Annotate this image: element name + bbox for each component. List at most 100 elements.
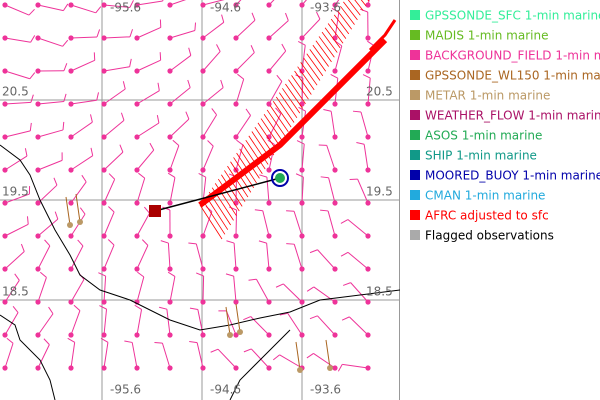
station-dot bbox=[134, 2, 140, 8]
wind-barb bbox=[293, 244, 303, 270]
wind-barb bbox=[136, 59, 161, 72]
afrc-barb bbox=[269, 105, 289, 133]
buoy-dot bbox=[275, 173, 285, 183]
wind-barb-flag bbox=[167, 271, 176, 277]
wind-barb bbox=[202, 21, 225, 39]
station-dot bbox=[101, 167, 107, 173]
wind-barb-flag bbox=[259, 174, 268, 178]
wind-barb-flag bbox=[63, 93, 67, 102]
wind-barb-flag bbox=[342, 282, 351, 286]
wind-barb bbox=[70, 245, 84, 270]
wind-barb bbox=[350, 282, 369, 303]
wind-barb bbox=[166, 309, 171, 336]
station-dot bbox=[266, 332, 272, 338]
legend-label: METAR 1-min marine bbox=[425, 89, 550, 103]
wind-barb-flag bbox=[53, 177, 58, 186]
wind-barb bbox=[4, 4, 30, 16]
legend-swatch bbox=[410, 190, 420, 200]
station-dot bbox=[299, 233, 305, 239]
afrc-barb bbox=[294, 70, 312, 95]
wind-barb bbox=[266, 243, 270, 270]
wind-barb bbox=[4, 251, 25, 270]
wind-barb-flag bbox=[243, 348, 252, 353]
station-dot bbox=[35, 35, 41, 41]
station-dot bbox=[299, 167, 305, 173]
wind-barb-flag bbox=[157, 82, 160, 91]
wind-barb-flag bbox=[211, 108, 217, 116]
station-dot bbox=[200, 2, 206, 8]
wind-barb-flag bbox=[316, 11, 321, 20]
lat-label: 18.5 bbox=[366, 285, 393, 299]
legend-label: AFRC adjusted to sfc bbox=[425, 209, 549, 223]
station-dot bbox=[365, 68, 371, 74]
wind-barb bbox=[256, 278, 270, 303]
wind-barb bbox=[169, 118, 190, 138]
afrc-barb bbox=[321, 31, 338, 53]
drop-marker bbox=[149, 205, 161, 217]
wind-barb-flag bbox=[275, 283, 284, 288]
legend-swatch bbox=[410, 10, 420, 20]
wind-barb-flag bbox=[12, 305, 19, 313]
station-dot bbox=[365, 332, 371, 338]
station-dot bbox=[35, 134, 41, 140]
wind-barb bbox=[136, 276, 145, 303]
station-dot bbox=[2, 299, 8, 305]
station-dot bbox=[35, 266, 41, 272]
lon-label: -94.6 bbox=[210, 1, 241, 15]
station-dot bbox=[233, 68, 239, 74]
afrc-barb bbox=[297, 66, 315, 91]
metar-dot bbox=[67, 222, 73, 228]
wind-barb-flag bbox=[100, 337, 109, 343]
station-dot bbox=[233, 332, 239, 338]
station-dot bbox=[134, 332, 140, 338]
wind-barb bbox=[313, 286, 336, 303]
wind-barb-flag bbox=[62, 39, 69, 47]
wind-barb bbox=[37, 218, 59, 237]
wind-barb-flag bbox=[138, 172, 145, 179]
station-dot bbox=[332, 68, 338, 74]
wind-barb-flag bbox=[309, 315, 318, 320]
station-dot bbox=[233, 2, 239, 8]
station-dot bbox=[332, 266, 338, 272]
wind-barb-flag bbox=[276, 74, 283, 82]
metar-barb bbox=[235, 303, 241, 333]
legend-swatch bbox=[410, 210, 420, 220]
wind-barb bbox=[268, 0, 275, 6]
station-dot bbox=[365, 233, 371, 239]
wind-barb bbox=[169, 0, 187, 6]
station-dot bbox=[266, 101, 272, 107]
wind-barb-flag bbox=[297, 40, 306, 46]
wind-barb bbox=[136, 0, 163, 6]
wind-barb bbox=[70, 59, 95, 72]
station-dot bbox=[2, 200, 8, 206]
wind-barb bbox=[169, 30, 196, 39]
afrc-barb bbox=[300, 62, 318, 86]
wind-barb bbox=[4, 37, 31, 43]
wind-barb bbox=[161, 342, 171, 369]
wind-barb-flag bbox=[196, 272, 204, 277]
station-dot bbox=[299, 35, 305, 41]
station-dot bbox=[365, 2, 371, 8]
wind-barb bbox=[103, 4, 130, 8]
afrc-barb bbox=[343, 1, 358, 21]
metar-barb bbox=[75, 193, 81, 223]
coastline bbox=[229, 329, 291, 400]
wind-barb bbox=[37, 277, 47, 303]
wind-barb bbox=[235, 79, 245, 105]
station-dot bbox=[200, 332, 206, 338]
station-dot bbox=[233, 299, 239, 305]
wind-barb bbox=[37, 313, 54, 336]
wind-barb-flag bbox=[158, 306, 167, 310]
wind-barb bbox=[103, 211, 115, 237]
wind-barb bbox=[70, 181, 87, 204]
wind-barb bbox=[37, 184, 58, 204]
station-dot bbox=[68, 200, 74, 206]
wind-barb bbox=[301, 45, 306, 72]
wind-barb-flag bbox=[30, 94, 34, 103]
wind-barb bbox=[4, 130, 31, 138]
wind-barb-flag bbox=[360, 8, 368, 13]
wind-barb-flag bbox=[90, 114, 93, 123]
afrc-barb bbox=[354, 0, 364, 11]
wind-barb-flag bbox=[99, 305, 107, 310]
legend-swatch bbox=[410, 30, 420, 40]
